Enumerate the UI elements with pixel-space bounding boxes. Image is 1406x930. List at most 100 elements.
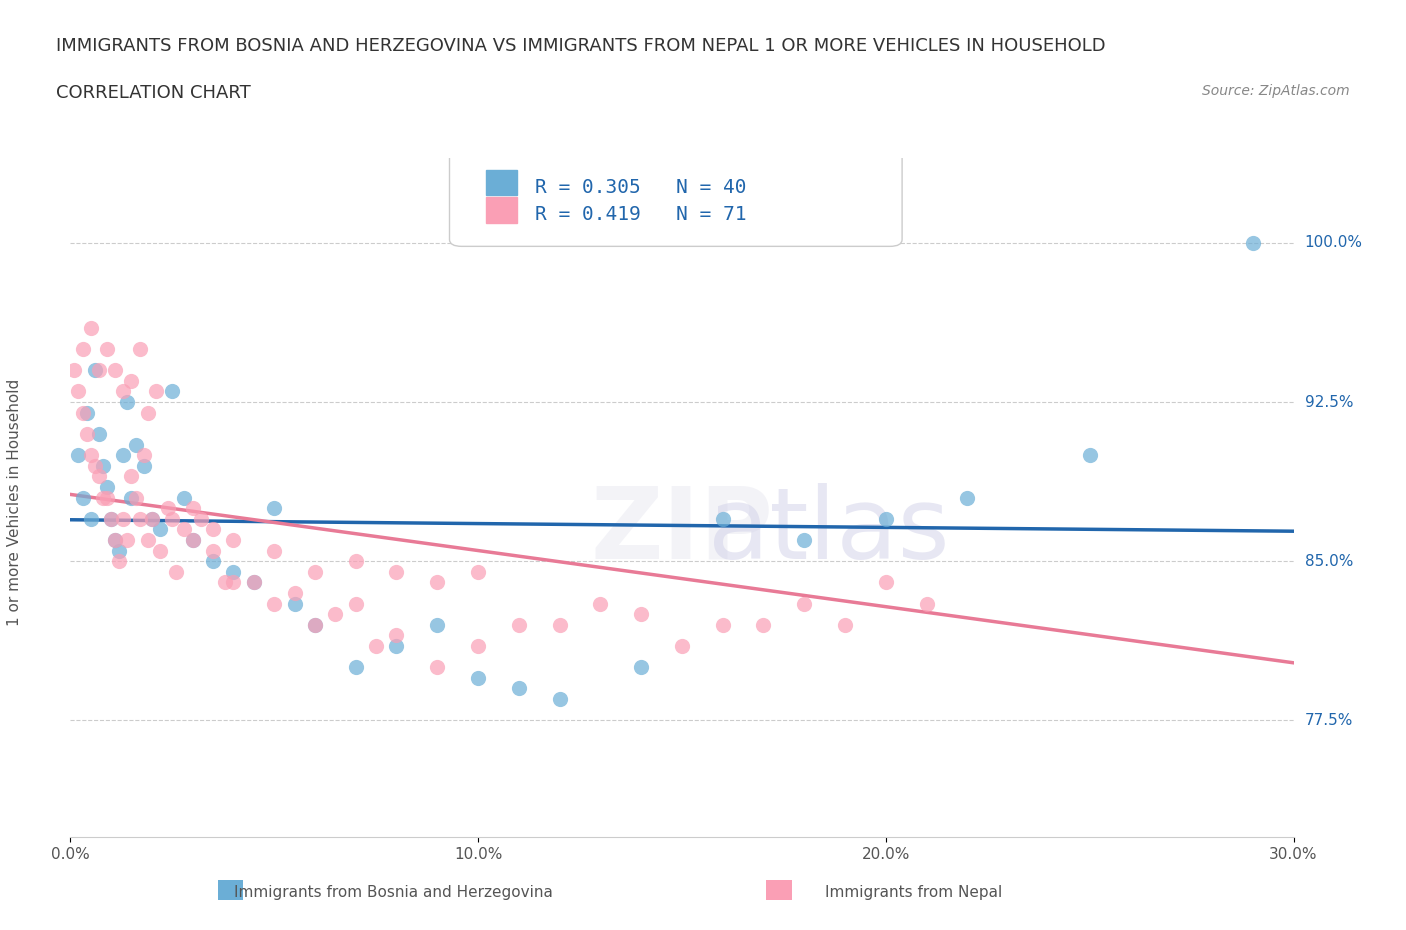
Point: [145, 384, 167, 399]
Point: [366, 639, 388, 654]
Point: [426, 618, 449, 632]
Text: 85.0%: 85.0%: [1305, 553, 1353, 569]
Point: [121, 374, 143, 389]
Point: [263, 543, 285, 558]
Point: [91, 490, 114, 505]
Point: [112, 384, 135, 399]
Point: [72, 405, 94, 420]
Point: [132, 447, 155, 462]
Point: [79, 447, 103, 462]
Point: [141, 512, 163, 526]
Point: [162, 512, 183, 526]
Point: [87, 427, 110, 442]
Point: [121, 469, 143, 484]
Text: 77.5%: 77.5%: [1305, 712, 1353, 728]
Point: [63, 363, 86, 378]
Point: [132, 458, 155, 473]
Point: [141, 512, 163, 526]
Point: [589, 596, 612, 611]
Point: [834, 618, 856, 632]
Point: [711, 512, 734, 526]
Point: [467, 639, 489, 654]
Point: [117, 394, 139, 409]
Point: [104, 533, 127, 548]
Text: 100.0%: 100.0%: [1305, 235, 1362, 250]
Point: [385, 565, 408, 579]
Point: [162, 384, 183, 399]
Point: [284, 586, 307, 601]
Point: [793, 596, 815, 611]
Point: [136, 533, 159, 548]
Point: [548, 618, 571, 632]
Point: [304, 565, 326, 579]
Point: [214, 575, 236, 590]
Point: [671, 639, 693, 654]
Point: [136, 405, 159, 420]
Point: [467, 565, 489, 579]
Point: [124, 437, 146, 452]
Point: [630, 606, 652, 621]
Point: [181, 500, 204, 515]
Point: [956, 490, 979, 505]
Point: [243, 575, 266, 590]
Point: [263, 596, 285, 611]
Point: [91, 458, 114, 473]
Point: [263, 500, 285, 515]
Text: 1 or more Vehicles in Household: 1 or more Vehicles in Household: [7, 379, 21, 626]
Point: [222, 575, 245, 590]
Point: [76, 427, 98, 442]
Point: [508, 681, 530, 696]
Point: [202, 522, 225, 537]
Point: [149, 543, 172, 558]
Point: [76, 405, 98, 420]
Point: [108, 543, 131, 558]
Point: [243, 575, 266, 590]
Point: [711, 618, 734, 632]
Point: [83, 363, 105, 378]
Point: [128, 341, 150, 356]
Point: [117, 533, 139, 548]
Point: [181, 533, 204, 548]
Point: [128, 512, 150, 526]
Point: [112, 447, 135, 462]
Text: atlas: atlas: [707, 483, 949, 580]
Point: [548, 692, 571, 707]
Point: [508, 618, 530, 632]
Point: [149, 522, 172, 537]
Text: Source: ZipAtlas.com: Source: ZipAtlas.com: [1202, 84, 1350, 98]
Point: [173, 522, 195, 537]
Point: [467, 671, 489, 685]
Point: [96, 341, 118, 356]
Text: IMMIGRANTS FROM BOSNIA AND HERZEGOVINA VS IMMIGRANTS FROM NEPAL 1 OR MORE VEHICL: IMMIGRANTS FROM BOSNIA AND HERZEGOVINA V…: [56, 37, 1107, 55]
Point: [323, 606, 347, 621]
Point: [72, 341, 94, 356]
Point: [79, 321, 103, 336]
Point: [79, 512, 103, 526]
Point: [222, 533, 245, 548]
Text: Immigrants from Bosnia and Herzegovina: Immigrants from Bosnia and Herzegovina: [235, 885, 553, 900]
Point: [181, 533, 204, 548]
Point: [344, 596, 367, 611]
Text: CORRELATION CHART: CORRELATION CHART: [56, 84, 252, 101]
Point: [112, 512, 135, 526]
Point: [202, 543, 225, 558]
FancyBboxPatch shape: [450, 138, 903, 246]
Point: [190, 512, 212, 526]
Point: [100, 512, 122, 526]
Point: [72, 490, 94, 505]
Point: [752, 618, 775, 632]
Point: [121, 490, 143, 505]
Text: R = 0.419   N = 71: R = 0.419 N = 71: [536, 205, 747, 224]
Point: [304, 618, 326, 632]
Point: [385, 639, 408, 654]
Point: [165, 565, 187, 579]
Point: [173, 490, 195, 505]
Point: [124, 490, 146, 505]
Point: [426, 659, 449, 674]
Point: [100, 512, 122, 526]
Point: [83, 458, 105, 473]
Point: [96, 480, 118, 495]
Point: [222, 565, 245, 579]
Point: [630, 659, 652, 674]
Point: [157, 500, 180, 515]
